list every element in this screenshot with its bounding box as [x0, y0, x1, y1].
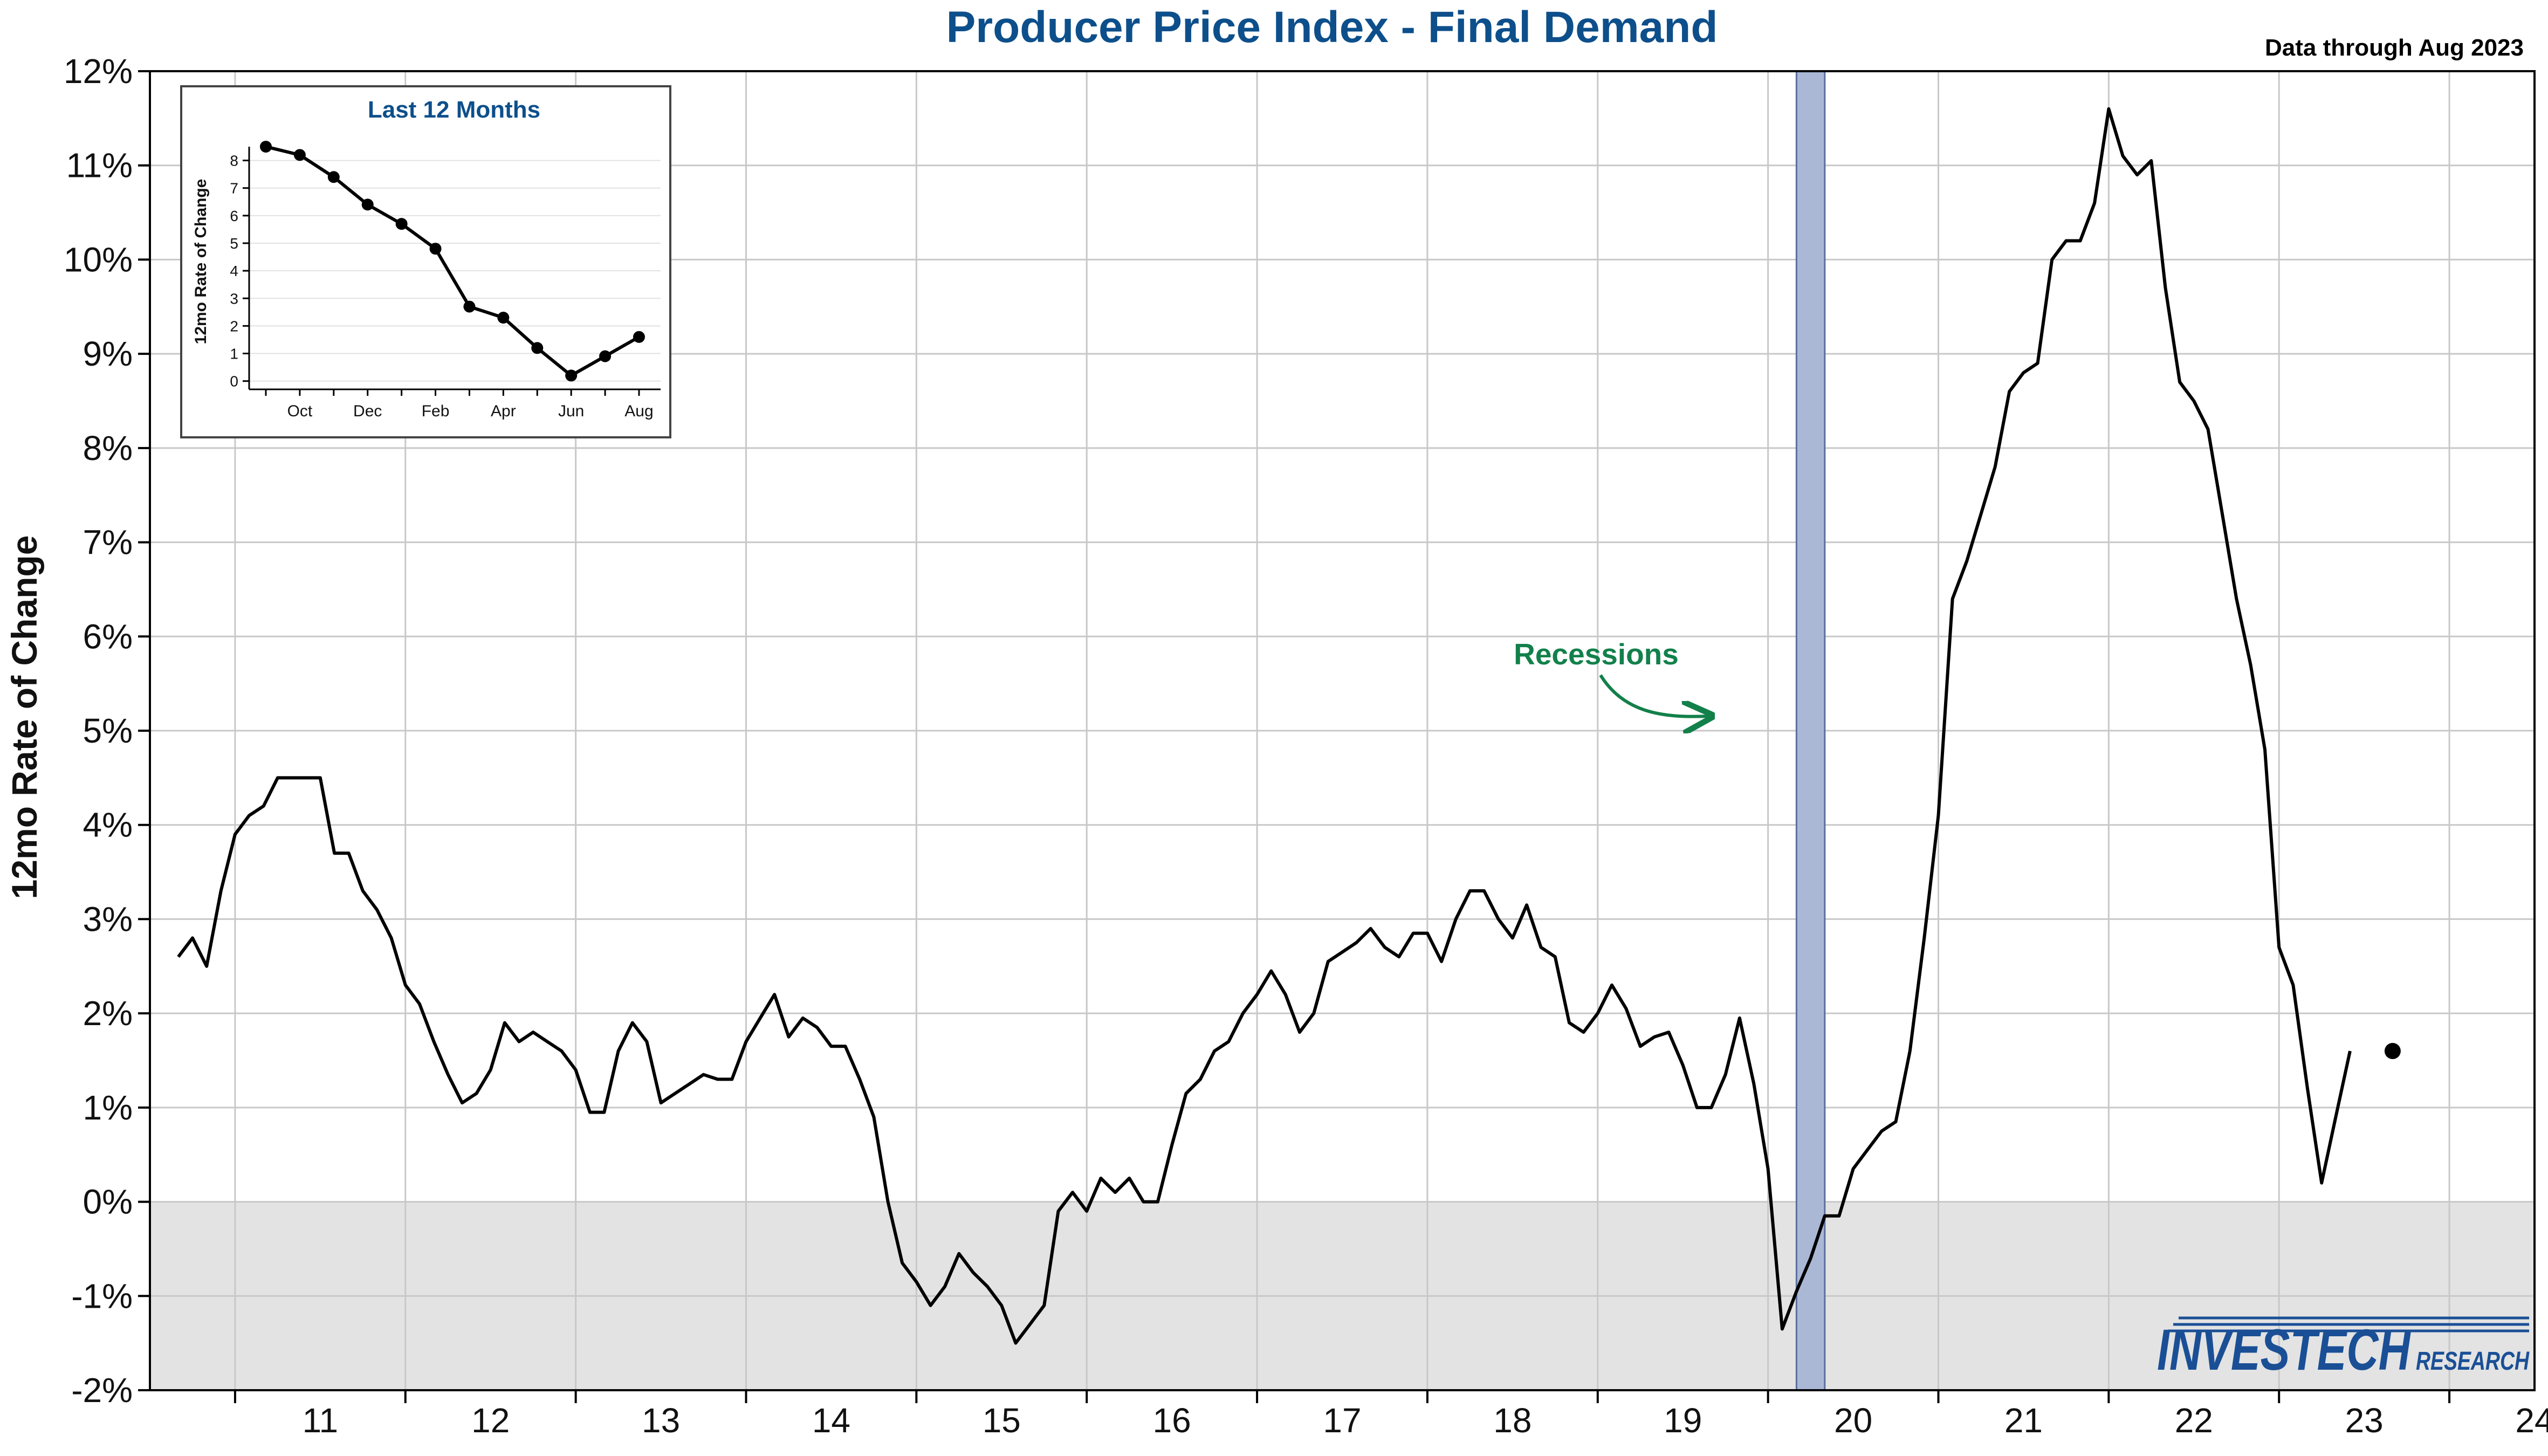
inset-x-tick-label: Dec — [353, 402, 382, 420]
inset-point — [463, 300, 476, 313]
y-tick-marks — [138, 70, 150, 1391]
y-tick-label: 8% — [83, 429, 133, 468]
inset-y-tick-label: 4 — [230, 263, 238, 279]
x-tick-label: 16 — [1153, 1401, 1191, 1440]
inset-x-tick-label: Apr — [491, 402, 516, 420]
x-tick-marks — [233, 1390, 2451, 1403]
y-tick-label: 1% — [83, 1088, 133, 1127]
last-data-point — [2384, 1043, 2401, 1060]
inset-point — [633, 331, 645, 343]
inset-y-tick-label: 3 — [230, 290, 238, 307]
x-tick-label: 20 — [1834, 1401, 1872, 1440]
x-tick-label: 13 — [642, 1401, 680, 1440]
x-tick-label: 22 — [2175, 1401, 2213, 1440]
y-tick-label: -2% — [71, 1371, 133, 1410]
y-tick-label: 3% — [83, 899, 133, 938]
x-tick-label: 12 — [471, 1401, 510, 1440]
logo-sub: RESEARCH — [2416, 1347, 2530, 1376]
x-tick-label: 17 — [1323, 1401, 1361, 1440]
ppi-series-line — [177, 107, 2352, 1345]
y-tick-label: 7% — [83, 523, 133, 562]
inset-point — [599, 350, 612, 362]
inset-point — [260, 141, 272, 153]
investech-logo: INVESTECH RESEARCH — [2157, 1316, 2530, 1382]
y-tick-label: 5% — [83, 711, 133, 750]
y-tick-label: 12% — [64, 52, 133, 91]
inset-point — [361, 198, 374, 211]
inset-point — [565, 369, 578, 382]
y-tick-label: 2% — [83, 994, 133, 1033]
inset-x-tick-label: Jun — [558, 402, 584, 420]
inset-x-tick-label: Aug — [624, 402, 653, 420]
inset-last-12-months: Last 12 Months 12mo Rate of Change 0 1 2 3 4… — [180, 85, 671, 438]
x-tick-labels: 11 12 13 14 15 16 17 18 19 20 21 22 23 24 — [303, 1401, 2548, 1440]
y-tick-label: 11% — [66, 146, 133, 185]
y-tick-label: 4% — [83, 806, 133, 844]
inset-point — [395, 218, 408, 230]
inset-point — [327, 171, 340, 183]
x-tick-label: 14 — [812, 1401, 850, 1440]
x-tick-label: 11 — [303, 1401, 338, 1440]
x-tick-label: 21 — [2004, 1401, 2043, 1440]
inset-y-tick-label: 2 — [230, 318, 238, 334]
y-axis-label: 12mo Rate of Change — [4, 535, 44, 899]
x-tick-label: 24 — [2515, 1401, 2548, 1440]
inset-gridlines — [249, 160, 661, 382]
y-tick-label: 9% — [83, 334, 133, 373]
inset-y-tick-label: 1 — [230, 346, 238, 362]
recessions-annotation: Recessions — [1514, 637, 1679, 671]
inset-point — [531, 342, 544, 354]
y-tick-label: 10% — [64, 240, 133, 279]
inset-y-tick-label: 0 — [230, 373, 238, 390]
inset-y-tick-label: 6 — [230, 208, 238, 224]
inset-x-ticks: Oct Dec Feb Apr Jun Aug — [265, 389, 654, 420]
inset-point — [293, 149, 306, 161]
inset-point — [429, 243, 442, 255]
inset-point — [497, 312, 510, 324]
data-through-note: Data through Aug 2023 — [2265, 35, 2524, 61]
y-tick-labels: -2% -1% 0% 1% 2% 3% 4% 5% 6% 7% 8% 9% 10% 11% 12% — [64, 52, 133, 1410]
inset-x-tick-label: Oct — [287, 402, 313, 420]
x-tick-label: 19 — [1664, 1401, 1702, 1440]
recession-band — [1795, 70, 1826, 1391]
inset-y-ticks: 0 1 2 3 4 5 6 7 8 — [230, 153, 249, 390]
recessions-arrow — [1599, 674, 1708, 717]
inset-y-tick-label: 5 — [230, 235, 238, 252]
y-tick-label: -1% — [71, 1276, 133, 1315]
x-tick-label: 15 — [983, 1401, 1021, 1440]
inset-y-axis-label: 12mo Rate of Change — [192, 179, 210, 345]
inset-frame — [180, 85, 671, 438]
inset-y-tick-label: 7 — [230, 180, 238, 197]
inset-series-line — [265, 145, 640, 377]
x-tick-label: 23 — [2345, 1401, 2384, 1440]
y-tick-label: 6% — [83, 617, 133, 656]
logo-main: INVESTECH — [2157, 1317, 2412, 1382]
inset-points — [260, 141, 645, 382]
x-tick-label: 18 — [1493, 1401, 1531, 1440]
inset-title: Last 12 Months — [368, 97, 540, 123]
inset-y-tick-label: 8 — [230, 153, 238, 169]
y-tick-label: 0% — [83, 1183, 133, 1221]
chart-title: Producer Price Index - Final Demand — [946, 3, 1718, 52]
inset-x-tick-label: Feb — [422, 402, 450, 420]
